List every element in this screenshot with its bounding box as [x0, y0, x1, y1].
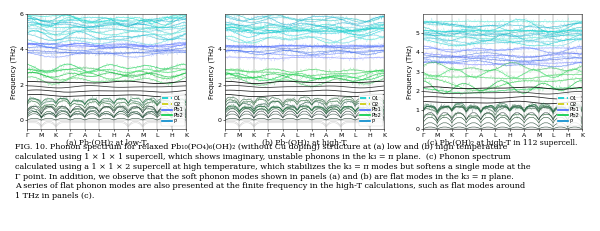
Text: FIG. 10. Phonon spectrum for relaxed Pb₁₀(PO₄)₆(OH)₂ (without Cu doping) structu: FIG. 10. Phonon spectrum for relaxed Pb₁… — [15, 143, 530, 200]
Text: (a) Pb-(OH)₂ at low-T.: (a) Pb-(OH)₂ at low-T. — [65, 139, 148, 147]
Legend: O1, O2, Pb1, Pb2, P: O1, O2, Pb1, Pb2, P — [161, 94, 185, 126]
Legend: O1, O2, Pb1, Pb2, P: O1, O2, Pb1, Pb2, P — [557, 94, 581, 126]
Legend: O1, O2, Pb1, Pb2, P: O1, O2, Pb1, Pb2, P — [359, 94, 383, 126]
Text: (c) Pb-(OH)₂ at high-T in 112 supercell.: (c) Pb-(OH)₂ at high-T in 112 supercell. — [427, 139, 578, 147]
Y-axis label: Frequency (THz): Frequency (THz) — [209, 45, 215, 99]
Text: (b) Pb-(OH)₂ at high-T.: (b) Pb-(OH)₂ at high-T. — [262, 139, 347, 147]
Y-axis label: Frequency (THz): Frequency (THz) — [11, 45, 17, 99]
Y-axis label: Frequency (THz): Frequency (THz) — [407, 45, 413, 99]
